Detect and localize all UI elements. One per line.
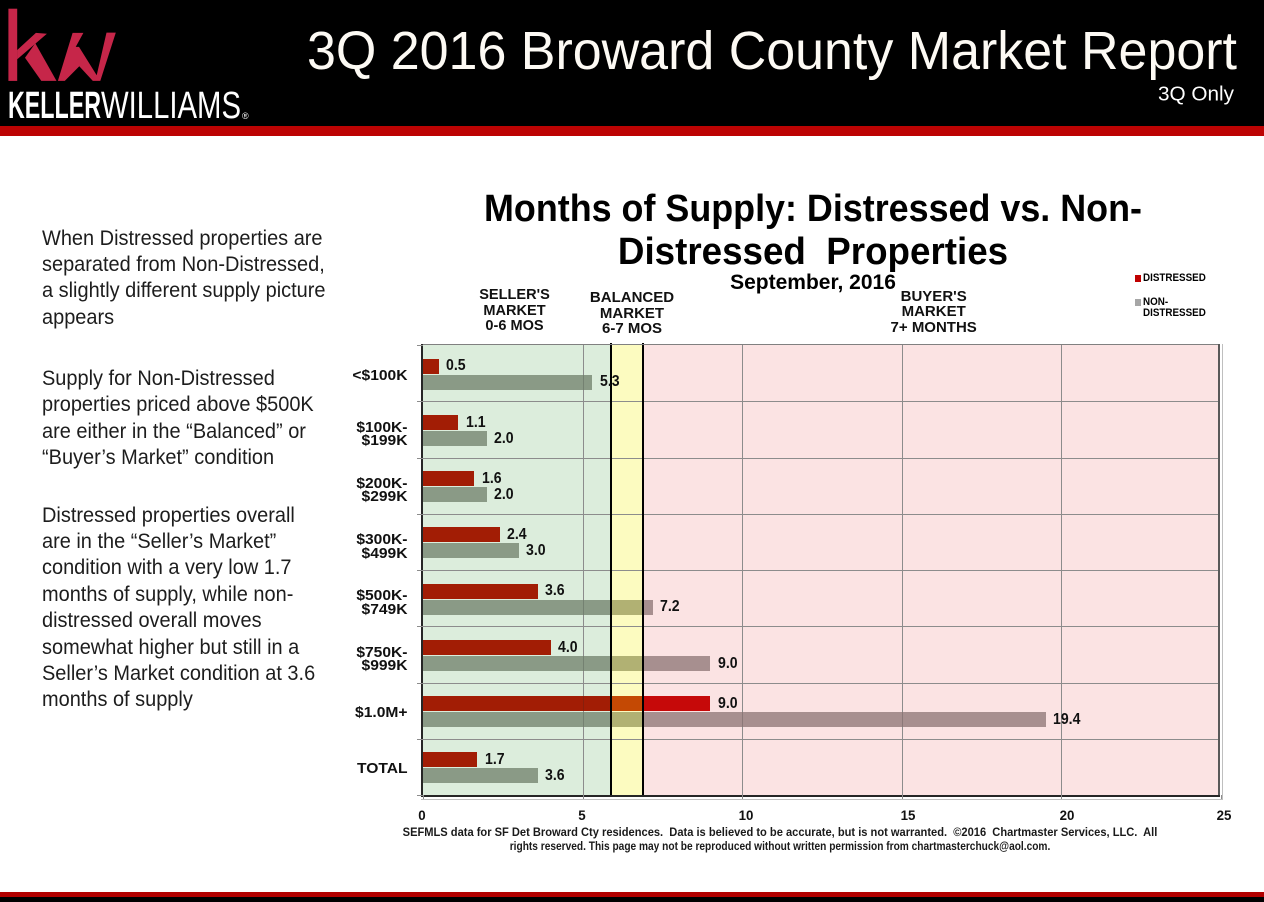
svg-text:®: ®	[242, 111, 249, 121]
svg-text:WILLIAMS: WILLIAMS	[101, 88, 241, 126]
svg-text:3Q 2016 Broward County Market: 3Q 2016 Broward County Market Report	[307, 21, 1237, 81]
svg-text:3Q Only: 3Q Only	[1158, 84, 1234, 106]
svg-text:KELLER: KELLER	[8, 88, 101, 126]
